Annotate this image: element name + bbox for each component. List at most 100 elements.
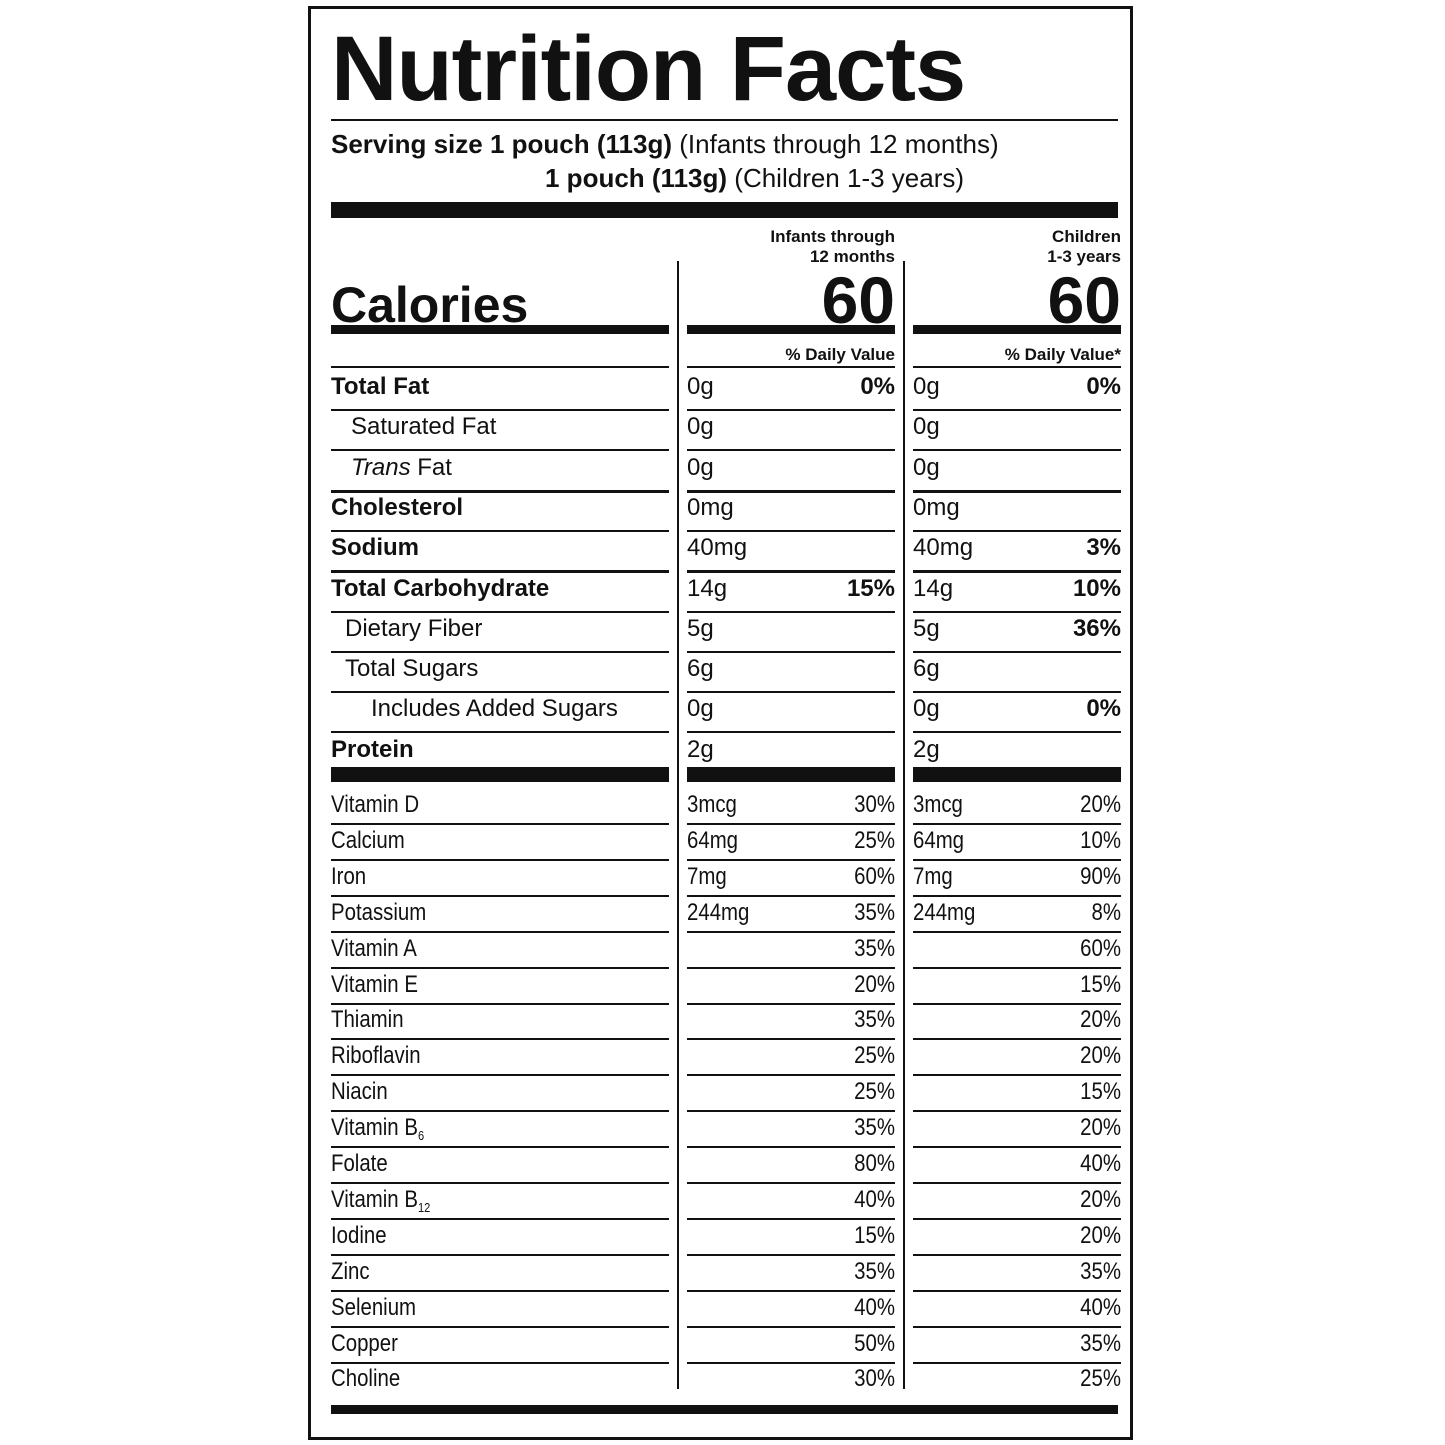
infants-percent: 50%: [854, 1329, 895, 1357]
row-divider: [331, 894, 669, 897]
children-percent: 8%: [1091, 898, 1121, 926]
infants-percent: 35%: [854, 898, 895, 926]
nutrient-label-text: Total Carbohydrate: [331, 574, 550, 602]
children-percent: 20%: [1080, 1006, 1121, 1034]
serving-size-note-2: (Children 1-3 years): [734, 163, 965, 193]
nutrient-label: Total Sugars: [345, 655, 478, 683]
vitamin-label-text: Niacin: [331, 1078, 388, 1106]
children-amount: 0g: [913, 695, 940, 723]
row-divider: [687, 489, 895, 493]
children-percent: 20%: [1080, 1221, 1121, 1249]
infants-heading-line-2: 12 months: [809, 247, 895, 266]
children-percent: 10%: [1072, 574, 1121, 602]
infants-amount: 3mcg: [687, 791, 737, 818]
column-separator-2: [903, 261, 905, 1389]
row-divider: [331, 650, 669, 653]
children-amount: 6g: [913, 655, 940, 683]
row-divider: [913, 1074, 1121, 1077]
serving-size-value-2: 1 pouch (113g): [545, 163, 728, 193]
row-divider: [913, 1289, 1121, 1292]
vitamin-label-text: Riboflavin: [331, 1042, 421, 1070]
row-divider: [687, 1110, 895, 1113]
calories-label: Calories: [331, 277, 529, 333]
infants-amount: 0g: [687, 453, 714, 481]
nutrition-facts-panel: Nutrition Facts Serving size 1 pouch (11…: [308, 6, 1133, 1440]
children-percent: 0%: [1086, 695, 1121, 723]
infants-amount: 0g: [687, 695, 714, 723]
vitamin-label-text: Calcium: [331, 826, 405, 854]
nutrient-label-text: Protein: [331, 735, 414, 763]
row-divider: [913, 1146, 1121, 1149]
nutrient-label: Trans Fat: [351, 454, 452, 482]
children-percent: 20%: [1080, 791, 1121, 818]
vitamins-bar: [331, 767, 669, 782]
row-divider: [913, 894, 1121, 897]
vitamin-label: Niacin: [331, 1078, 388, 1106]
row-divider: [687, 409, 895, 411]
row-divider: [331, 1253, 669, 1256]
children-amount: 2g: [913, 735, 940, 763]
infants-percent: 30%: [854, 791, 895, 818]
row-divider: [331, 1289, 669, 1292]
row-divider: [913, 489, 1121, 493]
row-divider: [913, 930, 1121, 933]
infants-amount: 7mg: [687, 862, 727, 890]
serving-size-label: Serving size: [331, 129, 483, 159]
children-percent: 15%: [1080, 1078, 1121, 1106]
children-percent: 35%: [1080, 1329, 1121, 1357]
nutrition-facts-title: Nutrition Facts: [331, 18, 966, 120]
infants-percent: 20%: [854, 970, 895, 998]
row-divider: [687, 1002, 895, 1005]
nutrient-label: Sodium: [331, 534, 419, 562]
vitamin-label-text: Thiamin: [331, 1006, 404, 1034]
row-divider: [331, 449, 669, 452]
row-divider: [331, 1182, 669, 1184]
children-percent: 15%: [1080, 970, 1121, 998]
vitamin-label: Vitamin E: [331, 971, 418, 999]
infants-percent: 15%: [854, 1221, 895, 1249]
nutrient-label-text: Saturated Fat: [351, 413, 497, 441]
infants-percent: 25%: [854, 1078, 895, 1106]
row-divider: [687, 930, 895, 933]
row-divider: [331, 1002, 669, 1005]
children-percent: 40%: [1080, 1150, 1121, 1177]
infants-percent: 40%: [854, 1185, 895, 1213]
children-amount: 0g: [913, 373, 940, 400]
infants-amount: 5g: [687, 614, 714, 642]
row-divider: [913, 1002, 1121, 1005]
vitamin-label: Thiamin: [331, 1006, 404, 1034]
infants-percent: 35%: [854, 1257, 895, 1285]
children-percent: 90%: [1080, 862, 1121, 890]
infants-percent: 80%: [854, 1150, 895, 1177]
calories-bar: [913, 325, 1121, 334]
row-divider: [687, 1289, 895, 1292]
vitamin-label-text: Zinc: [331, 1257, 370, 1285]
row-divider: [913, 409, 1121, 411]
row-divider: [913, 1253, 1121, 1256]
vitamin-label: Iodine: [331, 1222, 387, 1250]
row-divider: [331, 691, 669, 694]
infants-percent: 30%: [854, 1365, 895, 1393]
infants-amount: 0g: [687, 373, 714, 400]
infants-percent: 0%: [860, 373, 895, 400]
serving-size-note-1: (Infants through 12 months): [679, 129, 999, 159]
nutrient-label-text: Cholesterol: [331, 493, 464, 521]
row-divider: [913, 1325, 1121, 1328]
row-divider: [687, 1361, 895, 1364]
row-divider: [331, 489, 669, 493]
row-divider: [687, 529, 895, 532]
infants-percent: 60%: [854, 862, 895, 890]
vitamin-label-text: Vitamin B: [331, 1185, 418, 1213]
row-divider: [331, 409, 669, 411]
children-amount: 0g: [913, 453, 940, 481]
row-divider: [331, 823, 669, 825]
vitamin-label: Vitamin B12: [331, 1186, 430, 1214]
row-divider: [687, 1182, 895, 1184]
children-percent: 36%: [1072, 614, 1121, 642]
infants-column-heading: Infants through 12 months: [687, 227, 895, 267]
row-divider: [331, 610, 669, 613]
children-amount: 5g: [913, 614, 940, 642]
vitamin-label: Choline: [331, 1365, 400, 1393]
row-divider: [331, 1361, 669, 1364]
children-amount: 64mg: [913, 826, 965, 854]
